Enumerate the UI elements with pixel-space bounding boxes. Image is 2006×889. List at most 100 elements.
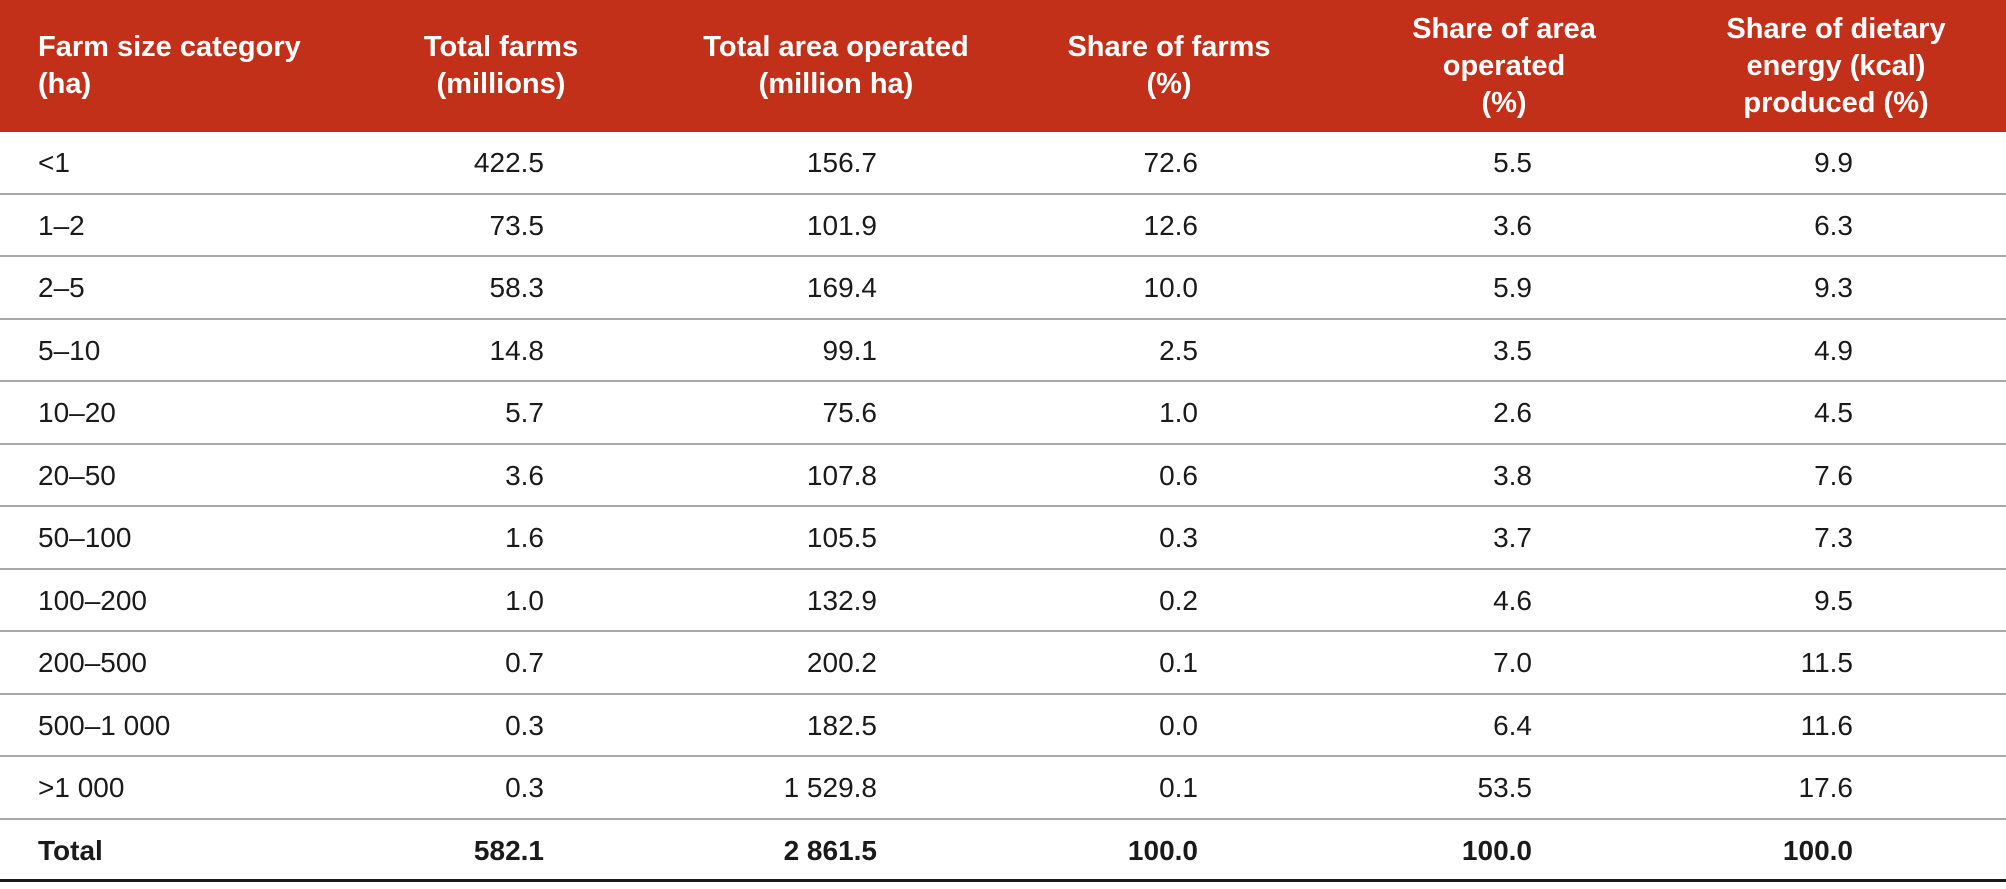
cell-value: 9.5 xyxy=(1814,584,1853,616)
row-label: 500–1 000 xyxy=(38,709,171,741)
cell-value: 200.2 xyxy=(806,647,877,679)
cell-value: 9.9 xyxy=(1814,147,1853,179)
header-cell: Total area operated (million ha) xyxy=(636,0,1036,132)
cell-value: 132.9 xyxy=(806,584,877,616)
cell-value: 6.3 xyxy=(1814,209,1853,241)
cell-value: 100.0 xyxy=(1782,834,1853,866)
cell-value: 11.5 xyxy=(1800,647,1853,679)
header-text: operated xyxy=(1442,49,1566,82)
cell-value: 0.6 xyxy=(1159,459,1198,491)
header-text: energy (kcal) xyxy=(1746,49,1926,82)
cell-value: 3.7 xyxy=(1493,522,1532,554)
cell-value: 107.8 xyxy=(806,459,877,491)
cell-value: 1.0 xyxy=(1159,397,1198,429)
cell-value: 0.1 xyxy=(1159,772,1198,804)
row-label: >1 000 xyxy=(38,772,125,804)
cell-value: 2.6 xyxy=(1493,397,1532,429)
table-row: 5–10 14.8 99.1 2.5 3.5 4.9 xyxy=(0,320,2006,382)
cell-value: 105.5 xyxy=(806,522,877,554)
header-cell: Total farms (millions) xyxy=(301,0,701,132)
row-label: <1 xyxy=(38,147,70,179)
cell-value: 3.5 xyxy=(1493,334,1532,366)
header-text: Farm size category xyxy=(38,31,301,63)
cell-value: 5.9 xyxy=(1493,272,1532,304)
cell-value: 0.3 xyxy=(505,709,544,741)
cell-value: 7.3 xyxy=(1814,522,1853,554)
cell-value: 5.7 xyxy=(505,397,544,429)
header-cell: Share of area operated (%) xyxy=(1304,0,1704,132)
cell-value: 2.5 xyxy=(1159,334,1198,366)
header-text: (%) xyxy=(1481,86,1527,119)
cell-value: 6.4 xyxy=(1493,709,1532,741)
cell-value: 0.7 xyxy=(505,647,544,679)
row-label: 2–5 xyxy=(38,272,85,304)
cell-value: 11.6 xyxy=(1800,709,1853,741)
cell-value: 0.3 xyxy=(1159,522,1198,554)
cell-value: 99.1 xyxy=(822,334,878,366)
header-text: (millions) xyxy=(436,68,566,100)
cell-value: 17.6 xyxy=(1798,772,1854,804)
cell-value: 1 529.8 xyxy=(783,772,877,804)
row-label: Total xyxy=(38,834,103,866)
header-cell: Share of dietary energy (kcal) produced (%… xyxy=(1636,0,2006,132)
header-text: (ha) xyxy=(38,68,92,100)
cell-value: 3.6 xyxy=(505,459,544,491)
cell-value: 7.0 xyxy=(1493,647,1532,679)
table-row: 10–20 5.7 75.6 1.0 2.6 4.5 xyxy=(0,382,2006,445)
table-row: <1 422.5 156.7 72.6 5.5 9.9 xyxy=(0,132,2006,195)
cell-value: 4.5 xyxy=(1814,397,1853,429)
cell-value: 2 861.5 xyxy=(783,834,877,866)
header-cell: Share of farms (%) xyxy=(969,0,1369,132)
cell-value: 9.3 xyxy=(1814,272,1853,304)
cell-value: 73.5 xyxy=(489,209,545,241)
header-cell: Farm size category (ha) xyxy=(38,0,301,132)
header-text: (million ha) xyxy=(758,68,914,100)
row-label: 5–10 xyxy=(38,334,101,366)
cell-value: 10.0 xyxy=(1143,272,1199,304)
cell-value: 100.0 xyxy=(1127,834,1198,866)
row-label: 20–50 xyxy=(38,459,116,491)
cell-value: 1.6 xyxy=(505,522,544,554)
cell-value: 5.5 xyxy=(1493,147,1532,179)
row-label: 200–500 xyxy=(38,647,148,679)
table-row: 20–50 3.6 107.8 0.6 3.8 7.6 xyxy=(0,445,2006,507)
table-row: 500–1 000 0.3 182.5 0.0 6.4 11.6 xyxy=(0,695,2006,757)
cell-value: 3.8 xyxy=(1493,459,1532,491)
cell-value: 75.6 xyxy=(822,397,878,429)
cell-value: 100.0 xyxy=(1461,834,1532,866)
row-label: 50–100 xyxy=(38,522,132,554)
cell-value: 3.6 xyxy=(1493,209,1532,241)
cell-value: 422.5 xyxy=(473,147,544,179)
cell-value: 7.6 xyxy=(1814,459,1853,491)
table-row: 50–100 1.6 105.5 0.3 3.7 7.3 xyxy=(0,507,2006,570)
cell-value: 72.6 xyxy=(1143,147,1199,179)
cell-value: 14.8 xyxy=(489,334,545,366)
cell-value: 4.6 xyxy=(1493,584,1532,616)
table-row: >1 000 0.3 1 529.8 0.1 53.5 17.6 xyxy=(0,757,2006,820)
total-row: Total 582.1 2 861.5 100.0 100.0 100.0 xyxy=(0,820,2006,882)
table-row: 100–200 1.0 132.9 0.2 4.6 9.5 xyxy=(0,570,2006,632)
cell-value: 582.1 xyxy=(473,834,544,866)
header-text: (%) xyxy=(1146,68,1192,100)
table-row: 1–2 73.5 101.9 12.6 3.6 6.3 xyxy=(0,195,2006,257)
header-text: Share of dietary xyxy=(1726,12,1946,45)
cell-value: 0.1 xyxy=(1159,647,1198,679)
table-row: 2–5 58.3 169.4 10.0 5.9 9.3 xyxy=(0,257,2006,320)
row-label: 10–20 xyxy=(38,397,116,429)
cell-value: 101.9 xyxy=(806,209,877,241)
cell-value: 169.4 xyxy=(806,272,877,304)
cell-value: 58.3 xyxy=(489,272,545,304)
cell-value: 1.0 xyxy=(505,584,544,616)
cell-value: 0.3 xyxy=(505,772,544,804)
row-label: 100–200 xyxy=(38,584,148,616)
table-header: Farm size category (ha) Total farms (millio… xyxy=(0,0,2006,132)
header-text: Total farms xyxy=(423,31,579,63)
header-text: Share of farms xyxy=(1067,31,1271,63)
cell-value: 0.0 xyxy=(1159,709,1198,741)
cell-value: 182.5 xyxy=(806,709,877,741)
cell-value: 12.6 xyxy=(1143,209,1199,241)
table-row: 200–500 0.7 200.2 0.1 7.0 11.5 xyxy=(0,632,2006,695)
cell-value: 4.9 xyxy=(1814,334,1853,366)
header-text: produced (%) xyxy=(1743,86,1929,119)
